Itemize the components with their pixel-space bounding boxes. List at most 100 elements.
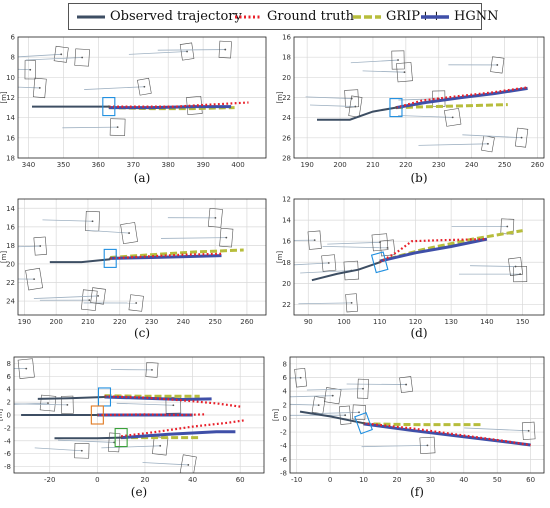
other-trajectory	[84, 86, 145, 90]
other-trajectory	[305, 96, 352, 99]
y-tick-label: -2	[4, 424, 11, 432]
vehicle-box	[348, 95, 363, 118]
y-tick-label: 20	[282, 74, 291, 82]
vehicle-box	[81, 289, 98, 311]
other-trajectory	[322, 245, 388, 249]
x-tick-label: 230	[432, 161, 445, 169]
x-tick-label: 90	[304, 318, 313, 326]
other-trajectory	[418, 143, 488, 146]
target-vehicle-box	[354, 411, 373, 435]
vehicle-center	[225, 236, 228, 239]
y-tick-label: 4	[7, 386, 12, 394]
other-trajectory	[101, 445, 161, 449]
vehicle-box	[24, 60, 36, 80]
x-tick-label: 370	[127, 161, 140, 169]
observed-trajectory	[37, 396, 105, 400]
vehicle-box	[513, 266, 528, 283]
y-tick-label: 22	[282, 301, 291, 309]
vehicle-center	[451, 116, 454, 119]
y-tick-label: 6	[11, 34, 16, 42]
context-vehicles	[14, 358, 246, 473]
other-trajectory	[14, 368, 27, 370]
x-tick-label: 30	[426, 476, 435, 484]
y-tick-label: 22	[282, 94, 291, 102]
y-axis-label: [m]	[276, 251, 284, 264]
y-tick-label: 8	[11, 54, 15, 62]
vehicle-box	[128, 294, 144, 312]
x-tick-label: 230	[145, 318, 158, 326]
vehicle-box	[371, 233, 389, 252]
legend-hgnn-label: HGNN	[454, 9, 499, 24]
vehicle-box	[324, 387, 342, 405]
ground-truth-trajectory	[108, 101, 249, 108]
legend-hgnn-swatch	[421, 14, 449, 19]
other-trajectory	[327, 241, 381, 245]
other-trajectory	[346, 383, 407, 385]
vehicle-center	[116, 126, 119, 128]
vehicle-center	[39, 245, 42, 247]
x-tick-label: 340	[22, 161, 35, 169]
y-tick-label: 4	[283, 388, 288, 396]
vehicle-center	[66, 403, 69, 406]
other-trajectory	[14, 402, 49, 405]
plot-frame	[13, 356, 265, 474]
x-tick-label: 220	[113, 318, 126, 326]
grip-prediction	[395, 103, 508, 110]
y-tick-label: 16	[6, 134, 15, 142]
other-trajectory	[18, 53, 62, 58]
other-trajectory	[309, 104, 356, 107]
y-tick-label: 20	[282, 280, 291, 288]
target-vehicle-box	[114, 428, 128, 448]
vehicle-box	[338, 405, 352, 425]
x-tick-label: 200	[333, 161, 346, 169]
observed-trajectory	[54, 436, 122, 440]
x-tick-label: 250	[208, 318, 221, 326]
vehicle-box	[33, 236, 47, 256]
vehicle-center	[128, 232, 130, 234]
grip-prediction	[104, 394, 200, 398]
legend-observed: Observed trajectory	[77, 4, 242, 29]
panel-label: (a)	[134, 171, 151, 185]
x-tick-label: 0	[95, 476, 99, 484]
other-trajectory	[300, 270, 352, 274]
panel-2: 190 200 210 220 230 240 250 260 16 18 20 22 24 26 28 [m…	[276, 34, 545, 185]
x-tick-label: 220	[399, 161, 412, 169]
y-tick-label: 14	[6, 205, 15, 213]
x-tick-label: 210	[366, 161, 379, 169]
vehicle-center	[331, 394, 334, 397]
x-tick-label: -20	[44, 476, 55, 484]
vehicle-center	[327, 262, 330, 264]
other-trajectory	[14, 403, 68, 406]
other-trajectory	[398, 98, 439, 101]
vehicle-box	[120, 222, 138, 245]
y-axis-label: [m]	[0, 409, 4, 422]
y-tick-label: 16	[6, 223, 15, 231]
x-tick-label: 250	[498, 161, 511, 169]
vehicle-center	[403, 71, 406, 74]
vehicle-center	[520, 136, 523, 139]
vehicle-center	[514, 265, 517, 268]
vehicle-box	[311, 396, 326, 415]
other-trajectory	[42, 219, 93, 222]
x-tick-label: 240	[465, 161, 478, 169]
other-trajectory	[398, 115, 453, 118]
x-tick-label: 390	[196, 161, 209, 169]
y-tick-label: -4	[4, 437, 12, 445]
vehicle-box	[137, 77, 152, 96]
y-tick-label: 6	[7, 373, 12, 381]
other-trajectory	[18, 245, 41, 248]
vehicle-center	[405, 383, 408, 386]
ground-truth-trajectory	[379, 238, 487, 264]
vehicle-center	[143, 85, 146, 88]
target-vehicle-box	[103, 248, 117, 268]
x-tick-label: -10	[291, 476, 302, 484]
y-tick-label: 10	[6, 74, 15, 82]
panel-1: 340 350 360 370 380 390 400 6 8 10 12 14 16 18 [m] (a)	[0, 34, 267, 185]
vehicle-box	[419, 436, 436, 454]
vehicle-box	[345, 293, 358, 313]
vehicle-center	[60, 53, 63, 56]
vehicle-box	[514, 127, 529, 148]
y-tick-label: 20	[6, 260, 15, 268]
